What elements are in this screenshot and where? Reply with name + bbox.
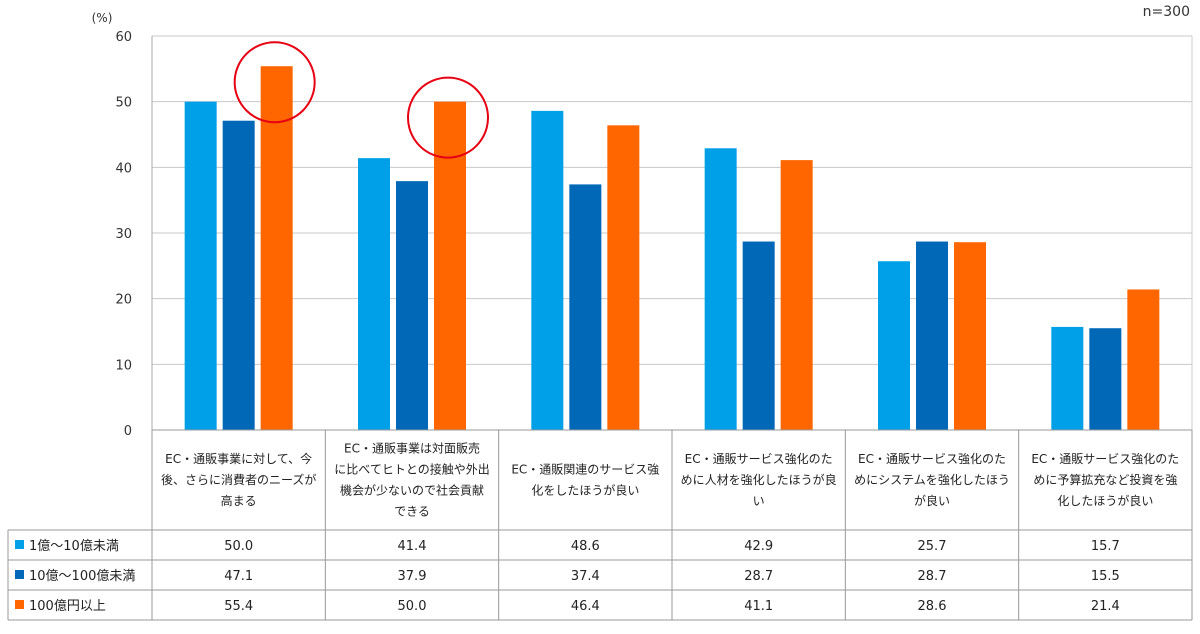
y-tick-label: 0 (124, 424, 132, 439)
category-label: EC・通販サービス強化のために予算拡充など投資を強化したほうが良い (1031, 452, 1179, 508)
bar (916, 241, 948, 430)
category-label: EC・通販事業は対面販売に比べてヒトとの接触や外出機会が少ないので社会貢献できる (334, 441, 489, 519)
bar (742, 241, 775, 430)
data-label: 28.6 (918, 599, 947, 614)
legend-label: 1億～10億未満 (29, 538, 119, 554)
highlight-circle (233, 41, 316, 124)
bar (607, 125, 640, 430)
highlight-circle (407, 76, 489, 159)
data-label: 15.5 (1091, 569, 1120, 584)
category-label: EC・通販サービス強化のために人材を強化したほうが良い (681, 452, 837, 508)
bar (260, 66, 293, 430)
unit-label: (%) (92, 11, 113, 25)
bar (569, 184, 602, 430)
data-label: 15.7 (1091, 539, 1120, 554)
category-label: EC・通販サービス強化のためにシステムを強化したほうが良い (854, 452, 1010, 508)
legend-label: 100億円以上 (29, 598, 106, 614)
data-label: 47.1 (224, 569, 253, 584)
y-tick-label: 60 (115, 30, 132, 45)
data-label: 21.4 (1091, 599, 1120, 614)
data-label: 41.4 (398, 539, 427, 554)
legend-swatch (15, 540, 24, 549)
data-label: 25.7 (918, 539, 947, 554)
data-label: 28.7 (744, 569, 773, 584)
data-label: 48.6 (571, 539, 600, 554)
bar (1051, 326, 1084, 430)
y-tick-label: 10 (115, 358, 132, 373)
legend-swatch (15, 600, 24, 609)
y-tick-label: 40 (115, 161, 132, 176)
legend-label: 10億～100億未満 (29, 568, 135, 584)
bar (780, 160, 813, 431)
category-label: EC・通販関連のサービス強化をしたほうが良い (511, 463, 659, 498)
data-label: 50.0 (224, 539, 253, 554)
bar (184, 101, 217, 431)
bar (222, 120, 255, 431)
category-label: EC・通販事業に対して、今後、さらに消費者のニーズが高まる (161, 451, 316, 508)
bar (954, 242, 986, 430)
data-label: 42.9 (744, 539, 773, 554)
data-label: 37.4 (571, 569, 600, 584)
y-tick-label: 30 (115, 227, 132, 242)
bar (396, 181, 428, 430)
y-tick-label: 50 (115, 96, 132, 111)
data-label: 28.7 (918, 569, 947, 584)
bar (531, 110, 564, 431)
bar (1127, 289, 1160, 430)
bar (878, 261, 910, 430)
data-label: 46.4 (571, 599, 600, 614)
bar (1089, 328, 1122, 430)
data-label: 41.1 (744, 599, 773, 614)
sample-size-label: n=300 (1143, 4, 1190, 20)
bar (358, 158, 390, 430)
data-label: 50.0 (398, 599, 427, 614)
legend-swatch (15, 570, 24, 579)
bar (434, 101, 466, 431)
bar (704, 148, 737, 431)
data-label: 55.4 (224, 599, 253, 614)
y-tick-label: 20 (115, 293, 132, 308)
data-label: 37.9 (398, 569, 427, 584)
